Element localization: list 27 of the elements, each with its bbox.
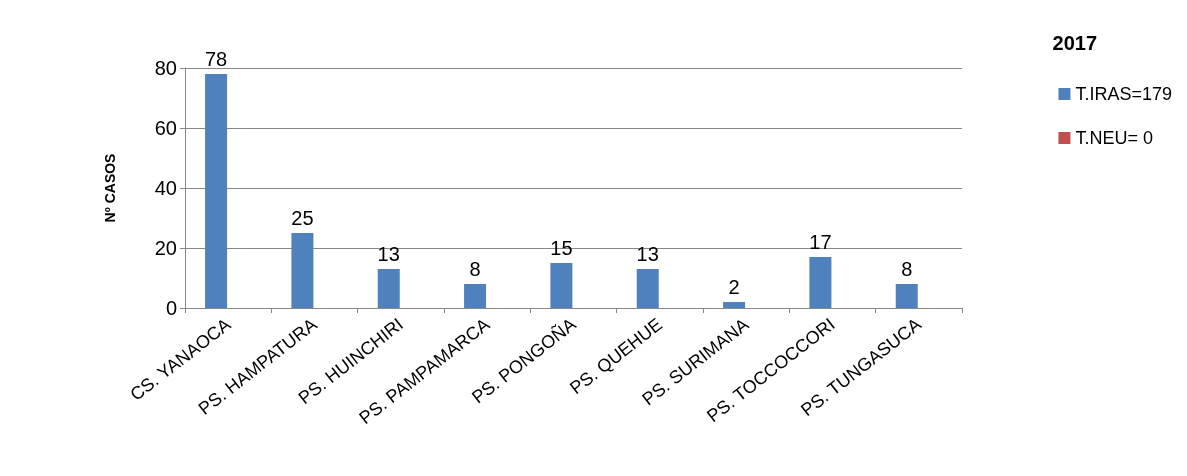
- data-label: 78: [204, 48, 228, 70]
- y-tick-label: 20: [154, 237, 177, 259]
- bar: [723, 302, 746, 308]
- data-label: 13: [636, 243, 659, 265]
- y-tick-label: 60: [154, 117, 177, 139]
- legend-label: T.NEU= 0: [1075, 128, 1153, 148]
- bar: [809, 257, 832, 308]
- y-tick-label: 0: [165, 297, 177, 319]
- y-tick-label: 40: [154, 177, 177, 199]
- y-axis-title: Nº CASOS: [102, 153, 118, 223]
- data-label: 15: [550, 237, 573, 259]
- bar: [550, 263, 573, 308]
- bar: [464, 284, 487, 308]
- bar: [895, 284, 918, 308]
- legend-label: T.IRAS=179: [1075, 84, 1173, 104]
- y-tick-label: 80: [154, 57, 177, 79]
- bar: [636, 269, 659, 308]
- bar: [205, 74, 228, 308]
- data-label: 8: [901, 258, 913, 280]
- bar: [377, 269, 400, 308]
- data-label: 17: [809, 231, 832, 253]
- data-label: 2: [728, 276, 740, 298]
- data-label: 13: [377, 243, 400, 265]
- legend-title: 2017: [1052, 32, 1098, 54]
- data-label: 25: [291, 207, 314, 229]
- bar: [291, 233, 314, 308]
- data-label: 8: [469, 258, 481, 280]
